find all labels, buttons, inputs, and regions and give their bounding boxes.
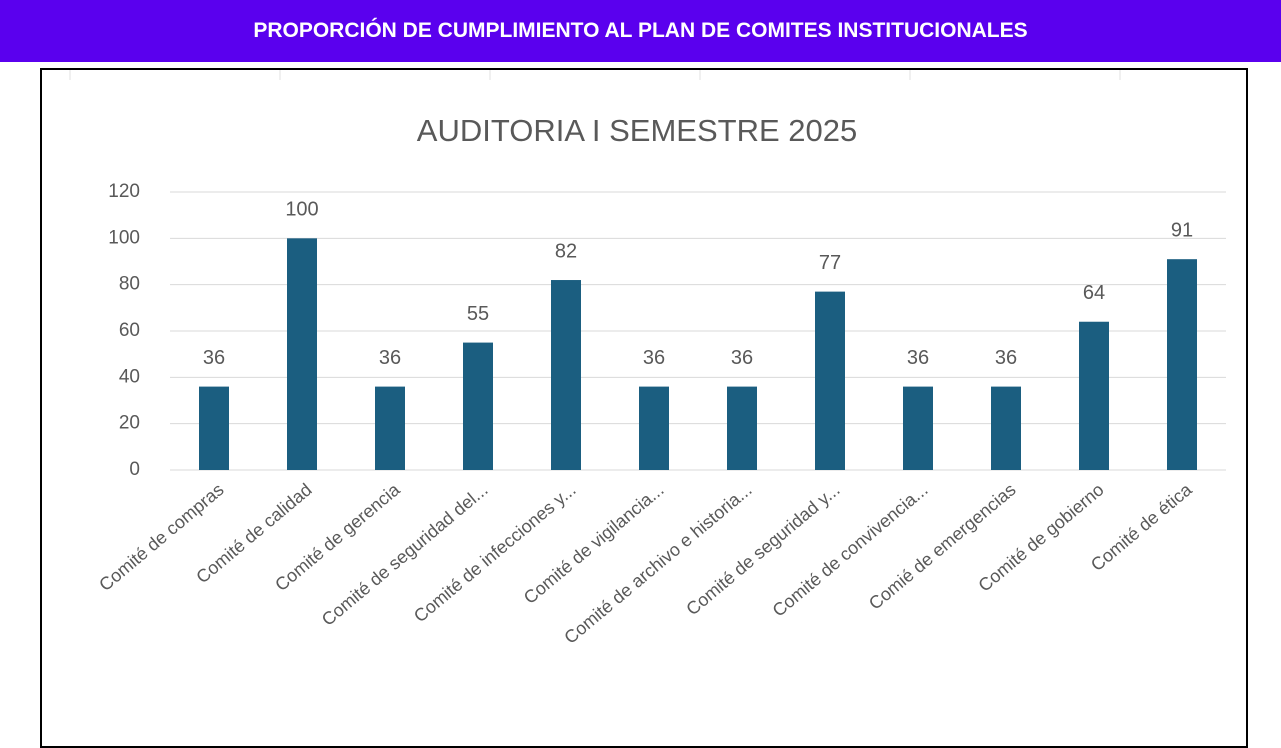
y-tick-label: 0: [129, 459, 140, 480]
x-tick-label: Comité de archivo e historia...: [560, 479, 755, 647]
value-label: 77: [819, 252, 841, 274]
sheet-lines: [69, 70, 1121, 80]
value-label: 36: [643, 347, 665, 369]
bar: [551, 280, 581, 470]
bar: [903, 386, 933, 470]
x-tick-label: Comité de infecciones y...: [410, 479, 580, 626]
bar: [375, 386, 405, 470]
x-tick-label: Comité de convivencia...: [769, 479, 932, 620]
bar: [815, 291, 845, 470]
bar: [463, 342, 493, 470]
value-label: 55: [467, 303, 489, 325]
y-tick-label: 80: [119, 274, 140, 295]
x-tick-label: Comié de emergencias: [865, 479, 1020, 613]
value-label: 36: [379, 347, 401, 369]
bar: [199, 386, 229, 470]
value-label: 36: [907, 347, 929, 369]
value-label: 100: [285, 199, 318, 221]
x-tick-label: Comité de seguridad del...: [318, 479, 492, 629]
y-tick-label: 60: [119, 320, 140, 341]
bar: [639, 386, 669, 470]
bar: [991, 386, 1021, 470]
x-tick-label: Comité de vigilancia...: [520, 479, 668, 608]
value-label: 64: [1083, 282, 1105, 304]
header-title: PROPORCIÓN DE CUMPLIMIENTO AL PLAN DE CO…: [0, 0, 1281, 62]
value-label: 36: [731, 347, 753, 369]
value-label: 36: [203, 347, 225, 369]
y-tick-label: 100: [108, 227, 140, 248]
value-label: 82: [555, 240, 577, 262]
chart-title: AUDITORIA I SEMESTRE 2025: [417, 113, 857, 148]
x-tick-label: Comité de seguridad y...: [682, 479, 843, 619]
value-label: 91: [1171, 219, 1193, 241]
bar: [727, 386, 757, 470]
y-tick-label: 20: [119, 413, 140, 434]
value-label: 36: [995, 347, 1017, 369]
y-tick-label: 40: [119, 366, 140, 387]
bar: [1167, 259, 1197, 470]
y-tick-label: 120: [108, 181, 140, 202]
bar: [287, 238, 317, 470]
bar: [1079, 321, 1109, 470]
